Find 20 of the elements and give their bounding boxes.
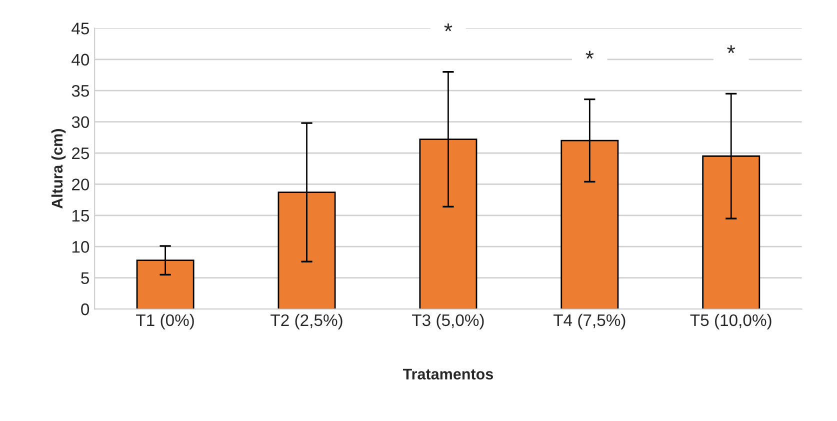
y-tick-label: 40 [72,54,90,66]
y-tick-label: 10 [72,241,90,253]
y-tick-label: 20 [72,178,90,190]
annotation: * [444,23,452,32]
y-tick-label: 25 [72,147,90,160]
y-tick-label: 15 [72,210,90,222]
x-tick-label: T4 (7,5%) [553,314,626,330]
annotation: * [727,45,736,54]
y-tick-label: 45 [72,22,90,34]
y-axis-title: Altura (cm) [51,129,66,209]
x-tick-label: T3 (5,0%) [412,314,484,330]
x-tick-label: T2 (2,5%) [270,314,342,330]
y-tick-label: 0 [81,303,90,316]
x-tick-label: T5 (10,0%) [690,314,772,330]
annotation: * [586,50,594,59]
x-axis-title: Tratamentos [402,368,494,380]
y-tick-label: 30 [72,116,90,128]
y-tick-label: 5 [81,272,90,284]
x-tick-label: T1 (0%) [136,314,194,330]
y-tick-label: 35 [72,85,90,97]
